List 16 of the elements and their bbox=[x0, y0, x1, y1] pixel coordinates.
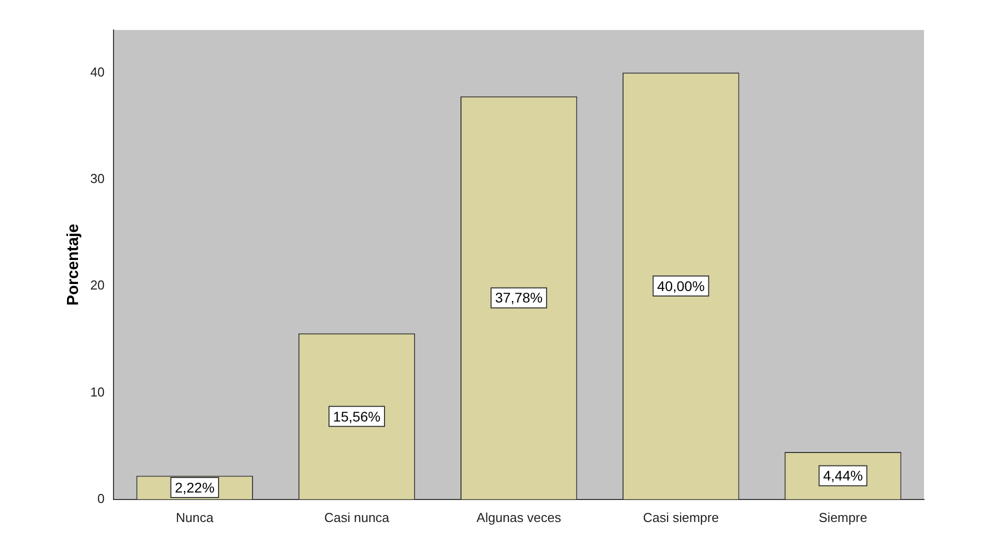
data-label: 2,22% bbox=[174, 479, 215, 496]
y-tick-label: 20 bbox=[90, 278, 105, 293]
y-tick-label: 30 bbox=[90, 170, 105, 186]
y-axis-title: Porcentaje bbox=[65, 224, 82, 306]
data-label: 37,78% bbox=[495, 290, 543, 306]
y-tick-label: 40 bbox=[90, 64, 105, 80]
data-label: 40,00% bbox=[657, 278, 705, 294]
x-tick-label: Casi nunca bbox=[324, 510, 390, 525]
data-label: 15,56% bbox=[333, 408, 381, 424]
y-tick-label: 10 bbox=[90, 384, 105, 400]
x-tick-label: Casi siempre bbox=[642, 510, 719, 525]
x-tick-label: Nunca bbox=[176, 510, 214, 525]
data-label: 4,44% bbox=[823, 468, 863, 484]
y-tick-label: 0 bbox=[97, 490, 105, 506]
x-tick-label: Siempre bbox=[818, 510, 868, 525]
x-tick-label: Algunas veces bbox=[476, 510, 562, 525]
